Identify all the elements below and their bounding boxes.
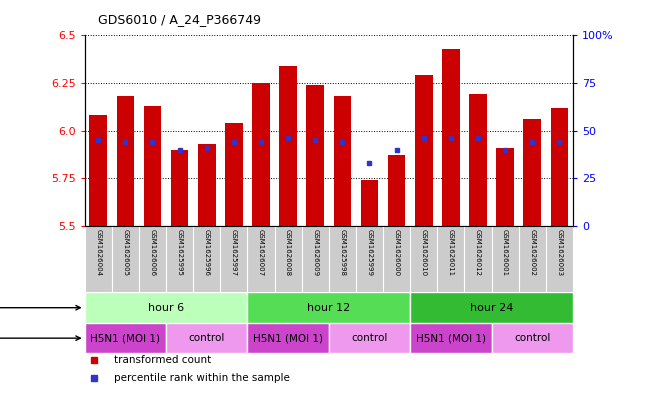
Text: GSM1625998: GSM1625998	[339, 229, 345, 276]
Text: infection: infection	[0, 333, 80, 343]
Text: GSM1625996: GSM1625996	[204, 229, 210, 276]
Bar	[388, 155, 406, 226]
Bar	[410, 292, 573, 323]
Text: GSM1625995: GSM1625995	[176, 229, 182, 276]
Text: GSM1626007: GSM1626007	[258, 229, 264, 276]
Bar	[469, 94, 487, 226]
Bar	[85, 292, 247, 323]
Text: GDS6010 / A_24_P366749: GDS6010 / A_24_P366749	[98, 13, 260, 26]
Bar	[144, 106, 161, 226]
Bar	[279, 66, 297, 226]
Text: hour 12: hour 12	[307, 303, 350, 313]
Text: H5N1 (MOI 1): H5N1 (MOI 1)	[416, 333, 486, 343]
Text: GSM1626002: GSM1626002	[529, 229, 535, 276]
Bar	[225, 123, 243, 226]
Text: GSM1626001: GSM1626001	[502, 229, 508, 276]
Bar	[496, 148, 514, 226]
Text: GSM1626011: GSM1626011	[448, 229, 454, 276]
Text: GSM1625999: GSM1625999	[367, 229, 372, 276]
Bar	[171, 150, 188, 226]
Bar	[85, 323, 166, 353]
Bar	[117, 96, 134, 226]
Text: hour 6: hour 6	[148, 303, 184, 313]
Bar	[89, 116, 107, 226]
Bar	[361, 180, 378, 226]
Text: GSM1626005: GSM1626005	[122, 229, 128, 276]
Bar	[252, 83, 270, 226]
Text: GSM1626000: GSM1626000	[394, 229, 400, 276]
Bar	[247, 323, 329, 353]
Text: GSM1626006: GSM1626006	[150, 229, 156, 276]
Bar	[410, 323, 492, 353]
Text: hour 24: hour 24	[470, 303, 513, 313]
Bar	[307, 85, 324, 226]
Bar	[523, 119, 541, 226]
Text: GSM1626009: GSM1626009	[312, 229, 318, 276]
Text: GSM1626008: GSM1626008	[285, 229, 291, 276]
Text: time: time	[0, 303, 80, 313]
Bar	[551, 108, 568, 226]
Text: control: control	[352, 333, 387, 343]
Text: control: control	[189, 333, 225, 343]
Text: control: control	[514, 333, 550, 343]
Text: GSM1626004: GSM1626004	[95, 229, 101, 276]
Text: GSM1626012: GSM1626012	[475, 229, 481, 276]
Bar	[329, 323, 410, 353]
Bar	[333, 96, 351, 226]
Text: transformed count: transformed count	[114, 355, 211, 365]
Text: percentile rank within the sample: percentile rank within the sample	[114, 373, 290, 383]
Text: H5N1 (MOI 1): H5N1 (MOI 1)	[90, 333, 160, 343]
Bar	[247, 292, 410, 323]
Bar	[198, 144, 215, 226]
Bar	[166, 323, 247, 353]
Text: GSM1626003: GSM1626003	[557, 229, 562, 276]
Text: GSM1625997: GSM1625997	[231, 229, 237, 276]
Bar	[415, 75, 432, 226]
Text: H5N1 (MOI 1): H5N1 (MOI 1)	[253, 333, 323, 343]
Bar	[442, 49, 460, 226]
Bar	[492, 323, 573, 353]
Text: GSM1626010: GSM1626010	[421, 229, 426, 276]
